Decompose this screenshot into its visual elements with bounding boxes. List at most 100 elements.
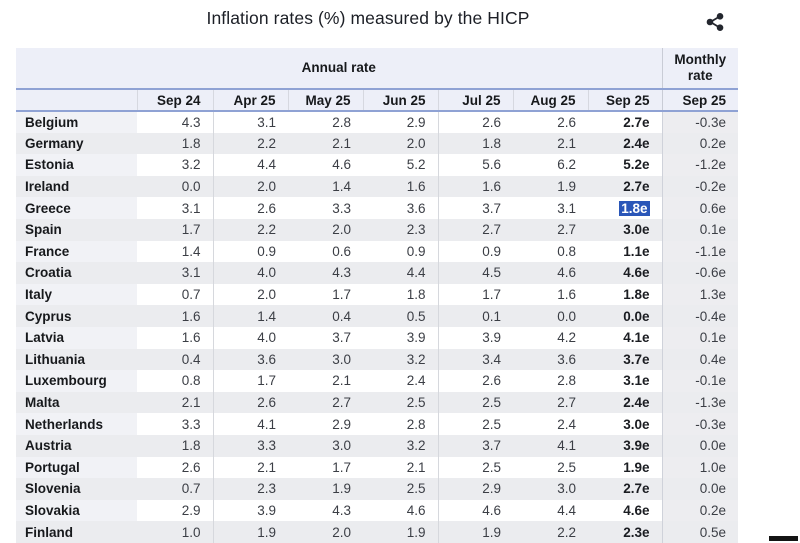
cell-monthly: 0.0e (661, 478, 739, 500)
monthly-rate-group-header: Monthly rate (661, 48, 739, 89)
cell-annual: 1.1e (623, 243, 650, 259)
cell-monthly: -0.3e (661, 111, 739, 133)
cell-annual: 0.8 (557, 243, 576, 259)
cell-annual: 1.7 (137, 218, 214, 241)
cell-annual: 2.5 (363, 478, 439, 500)
cell-annual: 4.6 (363, 499, 439, 522)
cell-annual: 2.7 (332, 395, 351, 411)
country-label: Malta (25, 395, 60, 411)
cell-annual: 6.2 (557, 157, 576, 173)
cell-annual: 2.0 (332, 524, 351, 540)
cell-annual: 2.2 (257, 222, 276, 238)
cell-annual: 2.8 (557, 373, 576, 389)
table-row-austria: Austria 1.8 3.3 3.0 3.2 3.7 4.1 3.9e 0.0e (16, 434, 739, 457)
cell-annual: 1.7 (332, 287, 351, 303)
table-row-belgium: Belgium 4.3 3.1 2.8 2.9 2.6 2.6 2.7e -0.3e (16, 111, 739, 133)
cell-annual: 2.1 (332, 373, 351, 389)
cell-annual: 4.3 (332, 502, 351, 518)
cell-annual: 3.3 (257, 438, 276, 454)
cell-monthly: -0.4e (661, 305, 739, 327)
table-row-croatia: Croatia 3.1 4.0 4.3 4.4 4.5 4.6 4.6e -0.6e (16, 262, 739, 284)
cell-annual: 1.8e (588, 197, 662, 219)
table-row-lithuania: Lithuania 0.4 3.6 3.0 3.2 3.4 3.6 3.7e 0.4e (16, 348, 739, 371)
column-header-sep-25: Sep 25 (587, 88, 663, 112)
cell-annual: 0.0e (623, 308, 650, 324)
cell-annual: 1.8e (623, 287, 650, 303)
cell-annual: 0.9 (363, 240, 439, 263)
cell-annual: 2.1 (363, 456, 439, 479)
cell-annual: 3.1 (137, 197, 214, 219)
corner-cell (16, 88, 137, 112)
cell-annual: 2.3 (257, 481, 276, 497)
cell-annual: 2.7e (623, 481, 650, 497)
horizontal-scrollbar-thumb[interactable] (769, 536, 798, 541)
table-row-ireland: Ireland 0.0 2.0 1.4 1.6 1.6 1.9 2.7e -0.2e (16, 175, 739, 198)
cell-annual: 2.4e (623, 395, 650, 411)
cell-annual: 3.9 (257, 502, 276, 518)
cell-annual: 1.9 (257, 524, 276, 540)
cell-annual: 2.3e (623, 524, 650, 540)
cell-annual: 1.8 (482, 135, 501, 151)
cell-annual: 0.1 (482, 308, 501, 324)
country-label: Greece (16, 197, 137, 219)
cell-annual: 2.1 (137, 391, 214, 414)
cell-monthly: 0.4e (661, 348, 739, 371)
country-label: Estonia (16, 154, 137, 176)
cell-annual: 0.8 (137, 370, 214, 392)
cell-annual: 3.7 (482, 438, 501, 454)
column-header-monthly-sep-25: Sep 25 (661, 88, 739, 112)
cell-annual: 2.6 (257, 200, 276, 216)
country-label: Ireland (25, 179, 70, 195)
country-label: Netherlands (16, 413, 137, 435)
cell-monthly: 1.0e (661, 456, 739, 479)
cell-annual: 3.9e (623, 438, 650, 454)
cell-monthly: -0.2e (661, 175, 739, 198)
country-label: Slovenia (25, 481, 81, 497)
cell-annual: 2.2 (257, 135, 276, 151)
cell-monthly: 0.1e (661, 326, 739, 349)
cell-annual: 1.0 (137, 521, 214, 543)
monthly-rate-label: Monthly rate (674, 52, 727, 83)
cell-annual: 3.0 (332, 351, 351, 367)
cell-annual: 2.4 (363, 370, 439, 392)
column-header-aug-25: Aug 25 (512, 88, 588, 112)
cell-annual: 3.0 (557, 481, 576, 497)
column-header-jul-25: Jul 25 (437, 88, 513, 112)
cell-annual: 2.6 (557, 114, 576, 130)
cell-annual: 1.4 (137, 240, 214, 263)
cell-annual: 3.2 (363, 348, 439, 371)
country-label: Luxembourg (16, 370, 137, 392)
cell-monthly: 0.1e (661, 218, 739, 241)
cell-annual: 1.7 (482, 287, 501, 303)
cell-annual: 1.8 (137, 132, 214, 155)
cell-annual: 1.8 (363, 283, 439, 306)
cell-annual: 3.9 (363, 326, 439, 349)
country-label: France (16, 240, 137, 263)
cell-annual: 1.9 (482, 524, 501, 540)
cell-annual: 1.4 (257, 308, 276, 324)
cell-annual: 1.9 (363, 521, 439, 543)
cell-annual: 3.0e (623, 416, 650, 432)
cell-annual: 4.1e (623, 330, 650, 346)
cell-annual: 4.0 (257, 330, 276, 346)
cell-annual: 5.2 (363, 154, 439, 176)
cell-annual: 4.6e (623, 265, 650, 281)
cell-annual: 3.6 (557, 351, 576, 367)
table-row-latvia: Latvia 1.6 4.0 3.7 3.9 3.9 4.2 4.1e 0.1e (16, 326, 739, 349)
column-header-sep-24: Sep 24 (136, 88, 213, 112)
country-label: Germany (25, 135, 84, 151)
cell-annual: 2.5 (482, 395, 501, 411)
country-label: Cyprus (25, 308, 72, 324)
column-header-apr-25: Apr 25 (212, 88, 288, 112)
cell-annual: 1.7 (332, 459, 351, 475)
country-label: Slovakia (16, 499, 137, 522)
cell-annual: 4.1 (257, 416, 276, 432)
share-button[interactable] (701, 8, 729, 36)
country-label: Austria (25, 438, 72, 454)
cell-monthly: 1.3e (661, 283, 739, 306)
table-row-portugal: Portugal 2.6 2.1 1.7 2.1 2.5 2.5 1.9e 1.0e (16, 456, 739, 479)
table-row-slovakia: Slovakia 2.9 3.9 4.3 4.6 4.6 4.4 4.6e 0.2e (16, 499, 739, 522)
cell-annual: 0.7 (137, 478, 214, 500)
cell-annual: 0.0 (137, 175, 214, 198)
cell-annual: 4.6 (482, 502, 501, 518)
